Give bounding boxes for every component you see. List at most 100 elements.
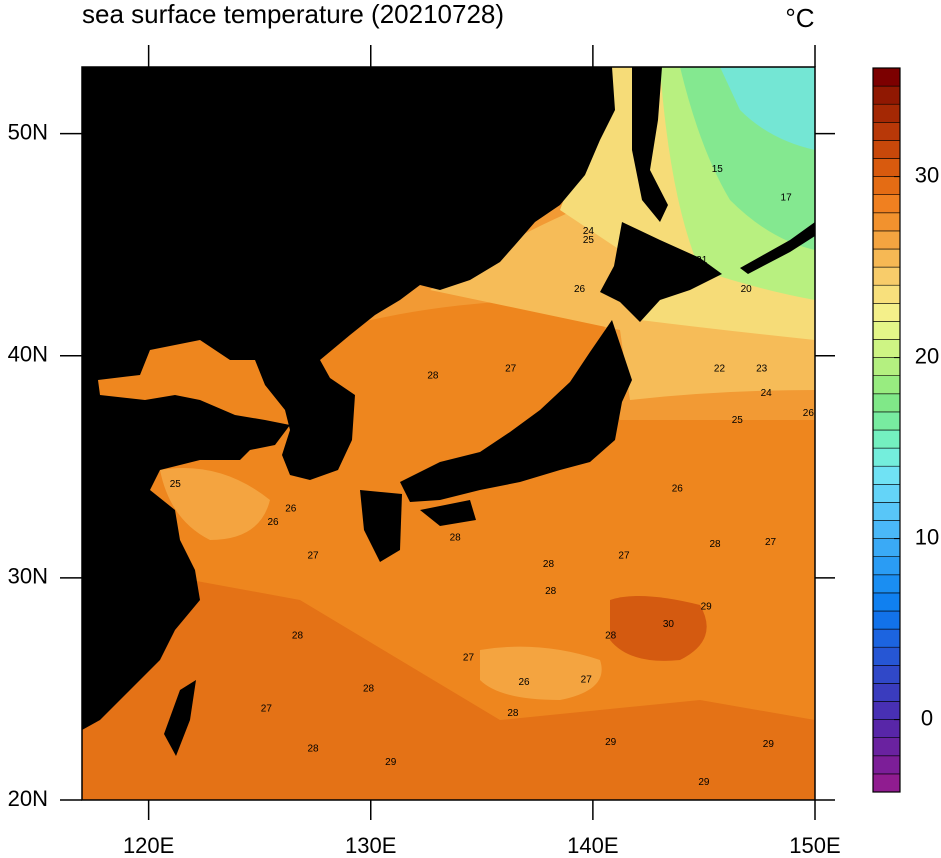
land bbox=[82, 67, 615, 730]
colorbar-box bbox=[872, 85, 901, 105]
contour-label: 25 bbox=[732, 415, 744, 426]
land bbox=[740, 222, 815, 274]
land bbox=[632, 67, 668, 222]
land bbox=[164, 680, 196, 756]
colorbar-box bbox=[872, 230, 901, 250]
colorbar-box bbox=[872, 701, 901, 720]
colorbar-frame bbox=[872, 67, 901, 793]
colorbar-box bbox=[872, 502, 901, 521]
colorbar-box bbox=[872, 447, 901, 467]
colorbar-box bbox=[872, 556, 901, 576]
colorbar-box bbox=[872, 538, 901, 557]
y-tick-label: 20N bbox=[8, 786, 48, 811]
contour-label: 26 bbox=[574, 284, 586, 295]
contour-label: 25 bbox=[170, 479, 182, 490]
colorbar-box bbox=[872, 465, 901, 485]
colorbar-box bbox=[872, 212, 901, 232]
colorbar-box bbox=[872, 140, 901, 159]
contour-label: 30 bbox=[663, 619, 675, 630]
contour-label: 27 bbox=[307, 550, 319, 561]
colorbar-box bbox=[872, 158, 901, 177]
contour-label: 27 bbox=[618, 550, 630, 561]
colorbar-box bbox=[872, 67, 901, 87]
colorbar-box bbox=[872, 266, 901, 286]
x-tick-label: 120E bbox=[123, 833, 174, 858]
contour-label: 28 bbox=[450, 533, 462, 544]
warm-core bbox=[610, 596, 707, 661]
cool-patch bbox=[160, 468, 270, 540]
contour-label: 27 bbox=[463, 652, 475, 663]
colorbar-box bbox=[872, 103, 901, 123]
colorbar-box bbox=[872, 411, 901, 431]
x-tick-label: 130E bbox=[345, 833, 396, 858]
contour-label: 29 bbox=[763, 739, 775, 750]
contour-label: 29 bbox=[701, 601, 713, 612]
colorbar-box bbox=[872, 321, 901, 340]
contour-label: 28 bbox=[545, 586, 557, 597]
contour-label: 17 bbox=[781, 193, 793, 204]
colorbar-box bbox=[872, 194, 901, 214]
contour-label: 26 bbox=[803, 408, 815, 419]
unit-label: °C bbox=[785, 3, 814, 33]
contour-label: 26 bbox=[285, 504, 297, 515]
contour-label: 22 bbox=[714, 364, 726, 375]
contour-label: 27 bbox=[765, 537, 777, 548]
contour-label: 29 bbox=[385, 757, 397, 768]
colorbar: 0 10 20 30 bbox=[872, 67, 939, 793]
contour-label: 20 bbox=[741, 284, 753, 295]
colorbar-box bbox=[872, 610, 901, 630]
contour-label: 26 bbox=[267, 517, 279, 528]
contour-label: 27 bbox=[261, 704, 273, 715]
colorbar-box bbox=[872, 592, 901, 612]
colorbar-box bbox=[872, 483, 901, 503]
colorbar-box bbox=[872, 719, 901, 738]
colorbar-box bbox=[872, 664, 901, 684]
colorbar-tick-label: 20 bbox=[915, 343, 939, 368]
x-tick-label: 150E bbox=[789, 833, 840, 858]
contour-label: 25 bbox=[583, 235, 595, 246]
contour-label: 15 bbox=[712, 164, 724, 175]
sst-field bbox=[82, 67, 815, 800]
y-tick-label: 30N bbox=[8, 564, 48, 589]
colorbar-box bbox=[872, 176, 901, 196]
contour-label: 27 bbox=[505, 364, 517, 375]
contour-label: 28 bbox=[605, 630, 617, 641]
colorbar-box bbox=[872, 122, 901, 141]
colorbar-box bbox=[872, 284, 901, 304]
cool-patch bbox=[480, 646, 602, 700]
colorbar-box bbox=[872, 737, 901, 757]
contour-label: 28 bbox=[709, 539, 721, 550]
chart-title: sea surface temperature (20210728) bbox=[82, 0, 504, 29]
colorbar-box bbox=[872, 628, 901, 648]
colorbar-box bbox=[872, 375, 901, 395]
colorbar-box bbox=[872, 429, 901, 449]
contour-label: 24 bbox=[583, 226, 595, 237]
contour-label: 28 bbox=[507, 708, 519, 719]
colorbar-box bbox=[872, 339, 901, 358]
contour-label: 21 bbox=[696, 255, 708, 266]
warm-zone bbox=[82, 560, 815, 800]
contour-label: 28 bbox=[307, 744, 319, 755]
x-tick-label: 140E bbox=[567, 833, 618, 858]
contour-label: 28 bbox=[363, 684, 375, 695]
colorbar-box bbox=[872, 393, 901, 413]
contour-label: 24 bbox=[761, 388, 773, 399]
contour-label: 28 bbox=[427, 370, 439, 381]
land bbox=[400, 320, 632, 502]
y-tick-label: 50N bbox=[8, 119, 48, 144]
contour-label: 27 bbox=[581, 675, 593, 686]
colorbar-box bbox=[872, 574, 901, 594]
contour-label: 26 bbox=[672, 484, 684, 495]
contour-label: 29 bbox=[698, 777, 710, 788]
plot-frame bbox=[81, 66, 816, 801]
colorbar-tick-label: 10 bbox=[915, 524, 939, 549]
colorbar-box bbox=[872, 683, 901, 702]
colorbar-box bbox=[872, 302, 901, 322]
contour-label: 23 bbox=[756, 364, 768, 375]
contour-label: 28 bbox=[292, 630, 304, 641]
y-tick-label: 40N bbox=[8, 342, 48, 367]
contour-label: 26 bbox=[518, 677, 530, 688]
colorbar-box bbox=[872, 646, 901, 666]
